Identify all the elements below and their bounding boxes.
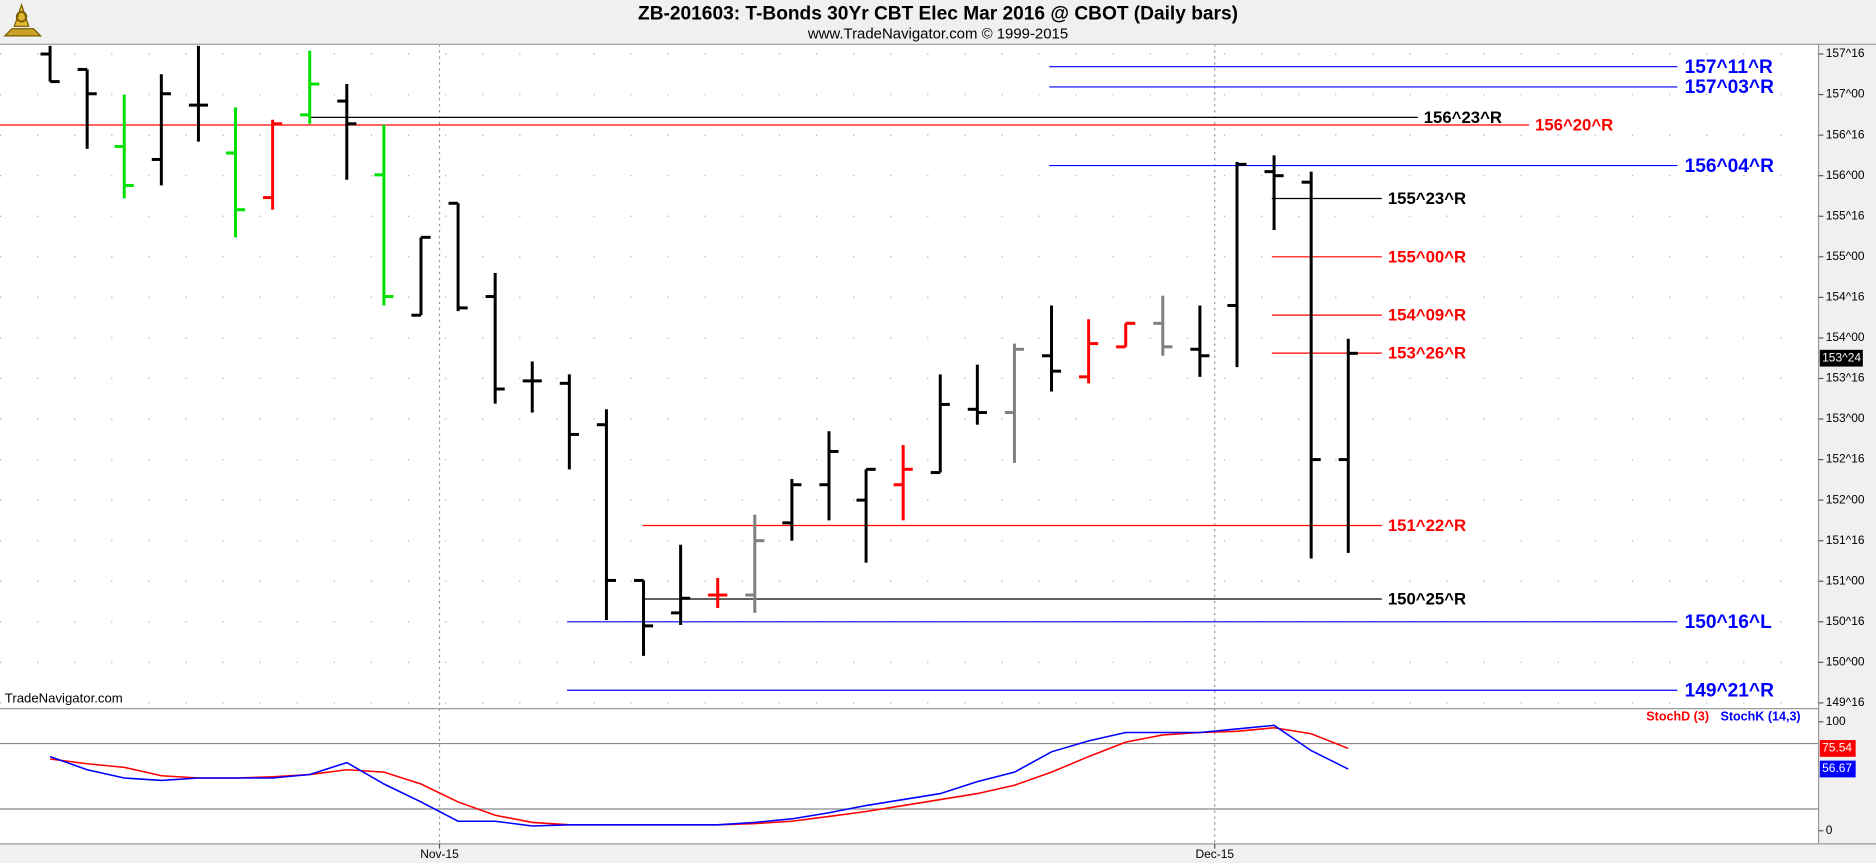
legend-entry: StochK (14,3) [1720, 709, 1800, 723]
stoch-line [49, 724, 1349, 827]
last-price-label: 153^24 [1822, 350, 1861, 364]
y-tick-label: 155^16 [1826, 208, 1865, 222]
last-value-box [1819, 740, 1856, 757]
level-label: 156^20^R [1535, 116, 1613, 135]
y-tick-label: 152^00 [1826, 492, 1865, 506]
date-axis-panel [0, 843, 1876, 863]
y-tick-label: 157^16 [1826, 46, 1865, 60]
last-value-label: 56.67 [1822, 761, 1852, 775]
y-tick-label: 156^16 [1826, 127, 1865, 141]
level-label: 156^04^R [1685, 156, 1775, 177]
chart-title: ZB-201603: T-Bonds 30Yr CBT Elec Mar 201… [638, 3, 1238, 24]
header-bar [0, 0, 1876, 45]
x-tick-label: Dec-15 [1195, 847, 1234, 861]
chart-subtitle: www.TradeNavigator.com © 1999-2015 [807, 26, 1068, 43]
level-label: 157^11^R [1685, 57, 1773, 78]
level-label: 156^23^R [1424, 108, 1502, 127]
y-tick-label: 153^00 [1826, 411, 1865, 425]
logo [3, 2, 43, 37]
y-tick-label: 153^16 [1826, 371, 1865, 385]
y-tick-label: 154^16 [1826, 290, 1865, 304]
y-tick-label: 0 [1826, 823, 1833, 837]
price-axis-panel [1818, 44, 1876, 863]
last-value-label: 75.54 [1822, 741, 1852, 755]
level-label: 153^26^R [1388, 344, 1466, 363]
last-value-box [1819, 760, 1856, 778]
y-tick-label: 100 [1826, 714, 1846, 728]
y-tick-label: 150^16 [1826, 614, 1865, 628]
y-tick-label: 149^16 [1826, 695, 1865, 709]
legend-entry: StochD (3) [1646, 709, 1709, 723]
level-label: 155^23^R [1388, 189, 1466, 208]
x-tick-label: Nov-15 [420, 847, 459, 861]
level-label: 154^09^R [1388, 306, 1466, 325]
level-label: 157^03^R [1685, 77, 1775, 98]
y-tick-label: 155^00 [1826, 249, 1865, 263]
y-tick-label: 152^16 [1826, 452, 1865, 466]
y-tick-label: 151^16 [1826, 533, 1865, 547]
watermark: TradeNavigator.com [5, 690, 123, 705]
y-tick-label: 154^00 [1826, 330, 1865, 344]
last-price-box [1819, 349, 1863, 367]
level-label: 155^00^R [1388, 247, 1466, 266]
level-label: 151^22^R [1388, 516, 1466, 535]
y-tick-label: 151^00 [1826, 573, 1865, 587]
level-label: 150^25^R [1388, 590, 1466, 609]
y-tick-label: 150^00 [1826, 655, 1865, 669]
y-tick-label: 157^00 [1826, 87, 1865, 101]
y-tick-label: 156^00 [1826, 168, 1865, 182]
level-label: 150^16^L [1685, 612, 1773, 633]
level-label: 149^21^R [1685, 681, 1775, 702]
